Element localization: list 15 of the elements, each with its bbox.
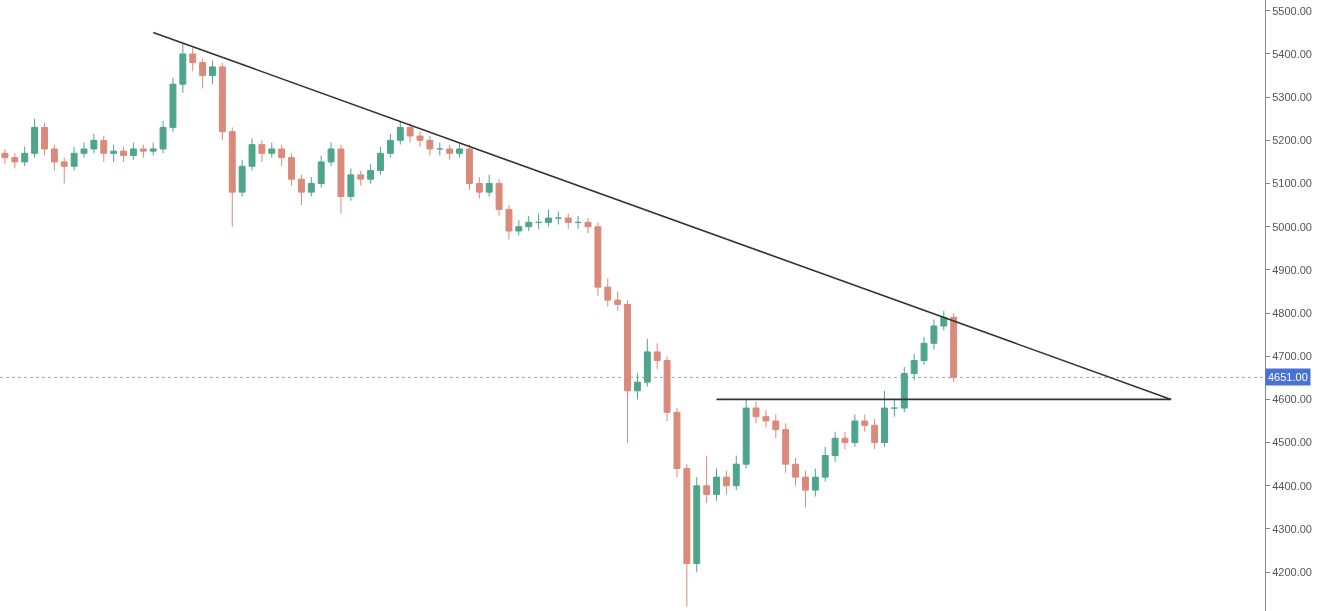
y-tick-label: 5000.00 <box>1272 220 1312 233</box>
y-tick-label: 4300.00 <box>1272 522 1312 535</box>
y-tick-label: 4600.00 <box>1272 393 1312 406</box>
ref-line-label: 4651.00 <box>1268 371 1308 383</box>
y-tick-label: 5500.00 <box>1272 4 1312 17</box>
y-tick-label: 5300.00 <box>1272 91 1312 104</box>
y-tick-label: 4800.00 <box>1272 306 1312 319</box>
y-tick-label: 5200.00 <box>1272 134 1312 147</box>
y-tick-label: 5100.00 <box>1272 177 1312 190</box>
y-tick-label: 4200.00 <box>1272 565 1312 578</box>
y-tick-label: 5400.00 <box>1272 47 1312 60</box>
y-tick-label: 4500.00 <box>1272 436 1312 449</box>
y-tick-label: 4900.00 <box>1272 263 1312 276</box>
y-tick-label: 4400.00 <box>1272 479 1312 492</box>
y-tick-label: 4700.00 <box>1272 350 1312 363</box>
